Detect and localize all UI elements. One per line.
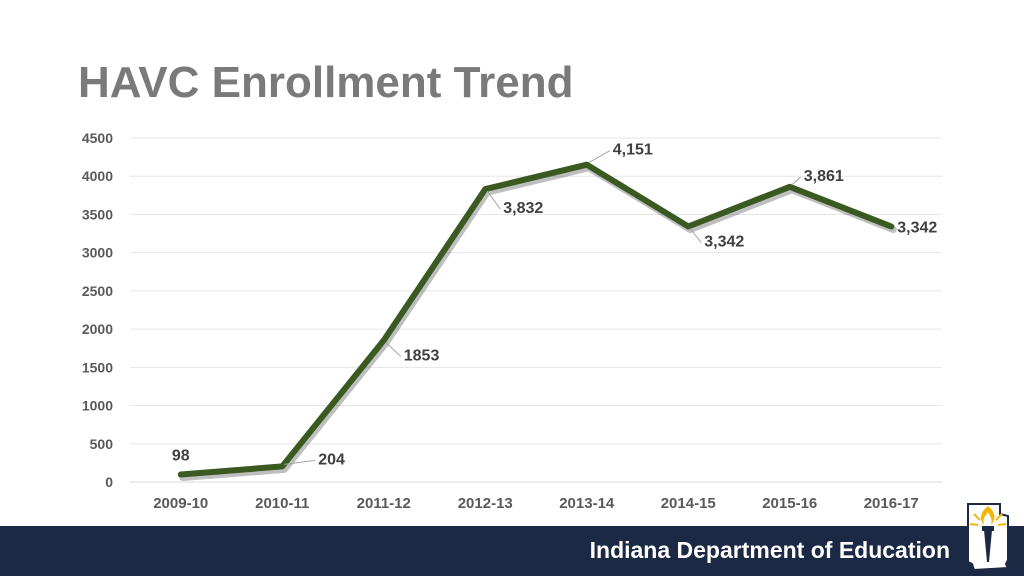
grid-lines [130, 137, 942, 483]
x-tick-label: 2012-13 [458, 495, 513, 512]
x-tick-label: 2011-12 [357, 495, 411, 512]
data-label: 98 [172, 448, 190, 465]
data-label: 204 [318, 451, 345, 468]
x-axis: 2009-10 2010-11 2011-12 2012-13 2013-14 2014-… [153, 495, 919, 512]
x-tick-label: 2009-10 [153, 495, 208, 512]
y-tick-label: 500 [90, 436, 114, 452]
y-tick-label: 2500 [82, 283, 113, 299]
x-tick-label: 2013-14 [559, 495, 615, 512]
y-tick-label: 4000 [82, 168, 113, 184]
line-chart: 0 500 1000 1500 2000 2500 3000 3500 4000 4500 200… [82, 130, 942, 512]
data-label: 4,151 [613, 142, 653, 159]
y-tick-label: 3500 [82, 206, 113, 222]
x-tick-label: 2014-15 [661, 495, 716, 512]
data-label: 3,342 [897, 220, 937, 237]
org-name: Indiana Department of Education [589, 537, 950, 563]
data-label-leader [689, 228, 702, 243]
series-line [177, 161, 895, 478]
chart-title: HAVC Enrollment Trend [78, 58, 574, 107]
data-label-leader [284, 459, 316, 465]
series [177, 161, 897, 481]
data-label-leader [588, 150, 610, 164]
indiana-torch-logo-icon [967, 503, 1010, 572]
footer-bar: Indiana Department of Education [0, 526, 1024, 576]
y-tick-label: 0 [105, 474, 113, 490]
data-label: 1853 [404, 347, 440, 364]
y-tick-label: 1500 [82, 359, 113, 375]
x-tick-label: 2015-16 [762, 495, 817, 512]
y-tick-label: 3000 [82, 245, 113, 261]
x-tick-label: 2016-17 [864, 495, 919, 512]
y-tick-label: 4500 [82, 130, 113, 146]
data-label: 3,832 [503, 200, 543, 217]
data-labels: 98 204 1853 3,832 4,151 3,342 3,861 3,342 [172, 142, 938, 469]
x-tick-label: 2010-11 [255, 495, 309, 512]
data-label: 3,342 [704, 234, 744, 251]
data-label: 3,861 [804, 168, 844, 185]
data-label-leader [791, 176, 802, 186]
data-label-leader [385, 341, 402, 357]
y-tick-label: 2000 [82, 321, 113, 337]
y-axis: 0 500 1000 1500 2000 2500 3000 3500 4000 4500 [82, 130, 113, 490]
series-line-shadow [179, 164, 897, 481]
data-label-leader [486, 190, 501, 210]
y-tick-label: 1000 [82, 398, 113, 414]
